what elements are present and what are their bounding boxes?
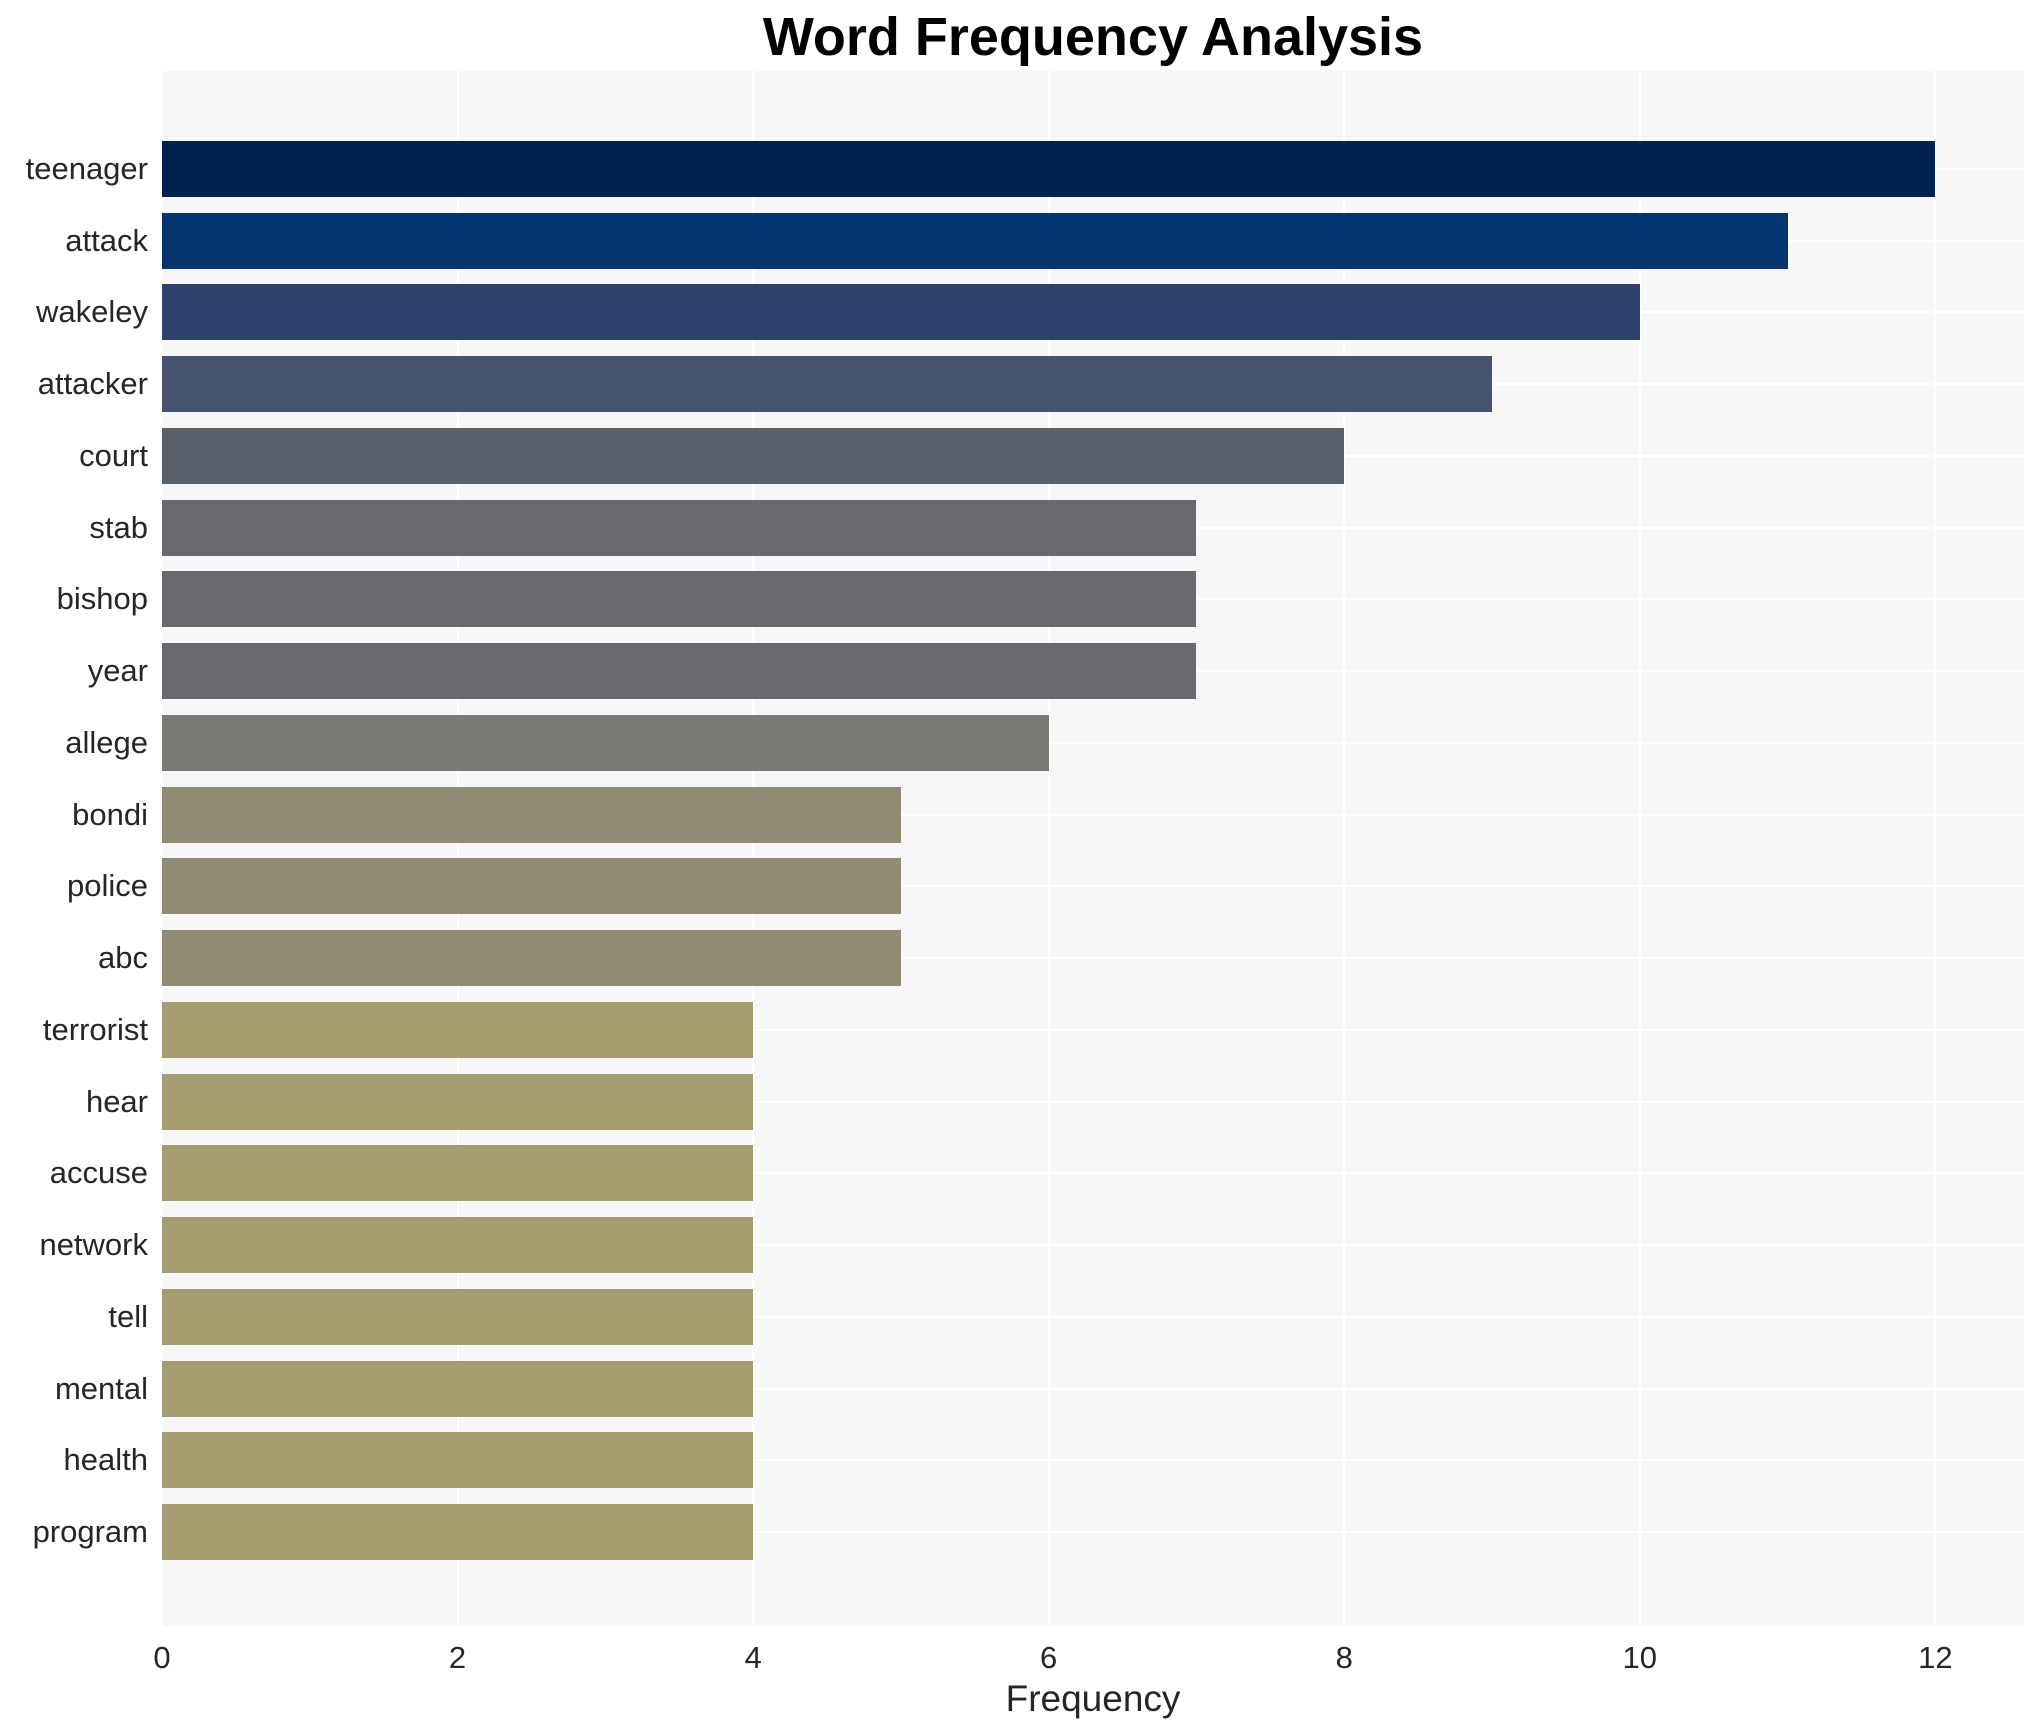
bar-health	[162, 1432, 754, 1489]
vertical-gridline	[1934, 71, 1937, 1626]
y-tick-label-bondi: bondi	[72, 796, 148, 832]
bar-court	[162, 427, 1345, 484]
vertical-gridline	[456, 71, 459, 1626]
x-tick-label: 0	[153, 1640, 171, 1675]
bar-mental	[162, 1360, 754, 1417]
bar-teenager	[162, 140, 1936, 197]
bar-bondi	[162, 786, 901, 843]
bar-hear	[162, 1073, 754, 1130]
bar-attack	[162, 212, 1788, 269]
bar-accuse	[162, 1145, 754, 1202]
bar-police	[162, 858, 901, 915]
y-tick-label-program: program	[32, 1514, 148, 1550]
y-tick-label-allege: allege	[65, 724, 148, 760]
bar-program	[162, 1504, 754, 1561]
y-axis-labels: teenager attack wakeley attacker court stab bi…	[0, 71, 148, 1626]
y-tick-label-tell: tell	[108, 1298, 148, 1334]
y-tick-label-terrorist: terrorist	[42, 1011, 148, 1047]
vertical-gridline	[1343, 71, 1346, 1626]
horizontal-gridline	[162, 885, 2024, 888]
vertical-gridline	[161, 71, 163, 1626]
vertical-gridline	[752, 71, 755, 1626]
y-tick-label-bishop: bishop	[56, 581, 148, 617]
x-tick-label: 2	[448, 1640, 467, 1675]
y-tick-label-abc: abc	[98, 940, 148, 976]
horizontal-gridline	[162, 813, 2024, 816]
y-tick-label-year: year	[87, 653, 148, 689]
x-tick-label: 12	[1918, 1640, 1953, 1675]
y-tick-label-health: health	[63, 1442, 148, 1478]
x-axis-ticks: 0 2 4 6 8 10 12	[0, 1640, 2041, 1680]
plot-area	[161, 71, 2024, 1626]
horizontal-gridline	[162, 957, 2024, 960]
bar-bishop	[162, 571, 1197, 628]
bar-wakeley	[162, 284, 1640, 341]
vertical-gridline	[1638, 71, 1641, 1626]
y-tick-label-teenager: teenager	[25, 150, 148, 186]
y-tick-label-court: court	[79, 437, 148, 473]
chart-title: Word Frequency Analysis	[762, 7, 1424, 67]
y-tick-label-accuse: accuse	[49, 1155, 148, 1191]
x-tick-label: 6	[1040, 1640, 1058, 1675]
y-tick-label-stab: stab	[89, 509, 148, 545]
horizontal-gridline	[162, 1531, 2024, 1534]
bar-tell	[162, 1288, 754, 1345]
horizontal-gridline	[162, 1387, 2024, 1390]
y-tick-label-network: network	[39, 1227, 148, 1263]
vertical-gridline	[1047, 71, 1050, 1626]
horizontal-gridline	[162, 741, 2024, 744]
horizontal-gridline	[162, 1244, 2024, 1247]
x-tick-label: 4	[744, 1640, 762, 1675]
bar-allege	[162, 714, 1049, 771]
y-tick-label-police: police	[67, 868, 148, 904]
x-axis-title: Frequency	[1005, 1678, 1181, 1719]
horizontal-gridline	[162, 1172, 2024, 1175]
y-tick-label-mental: mental	[54, 1370, 148, 1406]
horizontal-gridline	[162, 1315, 2024, 1318]
y-tick-label-attacker: attacker	[37, 366, 148, 402]
bar-abc	[162, 930, 901, 987]
y-tick-label-attack: attack	[65, 222, 148, 258]
bar-network	[162, 1217, 754, 1274]
y-tick-label-hear: hear	[85, 1083, 148, 1119]
y-tick-label-wakeley: wakeley	[36, 294, 148, 330]
x-tick-label: 10	[1622, 1640, 1658, 1675]
bar-stab	[162, 499, 1197, 556]
bar-terrorist	[162, 1001, 754, 1058]
bar-attacker	[162, 356, 1492, 413]
x-tick-label: 8	[1335, 1640, 1353, 1675]
horizontal-gridline	[162, 1459, 2024, 1462]
horizontal-gridline	[162, 1100, 2024, 1103]
horizontal-gridline	[162, 1028, 2024, 1031]
bar-year	[162, 643, 1197, 700]
